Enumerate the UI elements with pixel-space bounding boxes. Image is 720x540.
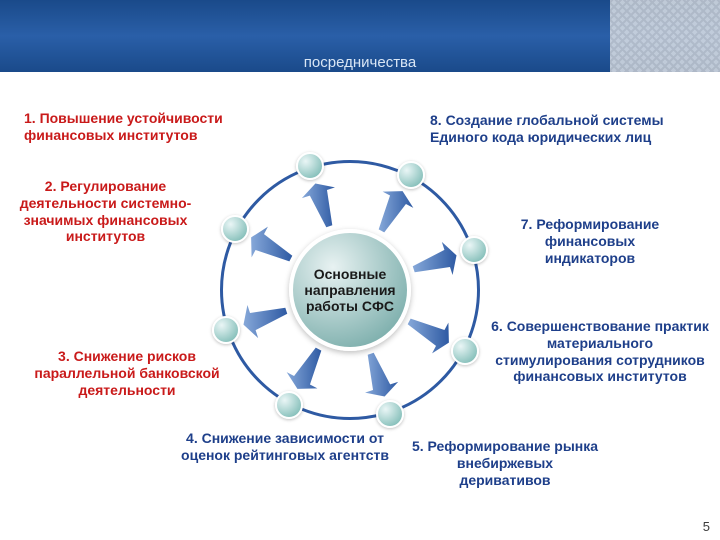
label-6: 6. Совершенствование практик материально… (490, 318, 710, 385)
label-3: 3. Снижение рисков параллельной банковск… (22, 348, 232, 398)
node-7 (460, 236, 488, 264)
node-5 (376, 400, 404, 428)
arrow-8 (379, 191, 414, 232)
node-1 (296, 152, 324, 180)
arrow-4 (287, 348, 322, 389)
center-core: Основные направления работы СФС (289, 229, 411, 351)
radial-diagram: Основные направления работы СФС (0, 92, 720, 540)
arrow-7 (413, 242, 457, 275)
arrow-3 (243, 305, 287, 338)
node-8 (397, 161, 425, 189)
label-2: 2. Регулирование деятельности системно-з… (18, 178, 193, 245)
label-5: 5. Реформирование рынка внебиржевых дери… (410, 438, 600, 488)
label-4: 4. Снижение зависимости от оценок рейтин… (165, 430, 405, 464)
node-3 (212, 316, 240, 344)
label-8: 8. Создание глобальной системы Единого к… (430, 112, 710, 146)
arrow-6 (408, 319, 449, 354)
page-number: 5 (703, 519, 710, 534)
arrow-2 (251, 227, 292, 262)
arrow-1 (302, 183, 335, 227)
label-7: 7. Реформирование финансовых индикаторов (500, 216, 680, 266)
arrow-5 (365, 353, 398, 397)
node-2 (221, 215, 249, 243)
node-6 (451, 337, 479, 365)
node-4 (275, 391, 303, 419)
label-1: 1. Повышение устойчивости финансовых инс… (24, 110, 254, 144)
